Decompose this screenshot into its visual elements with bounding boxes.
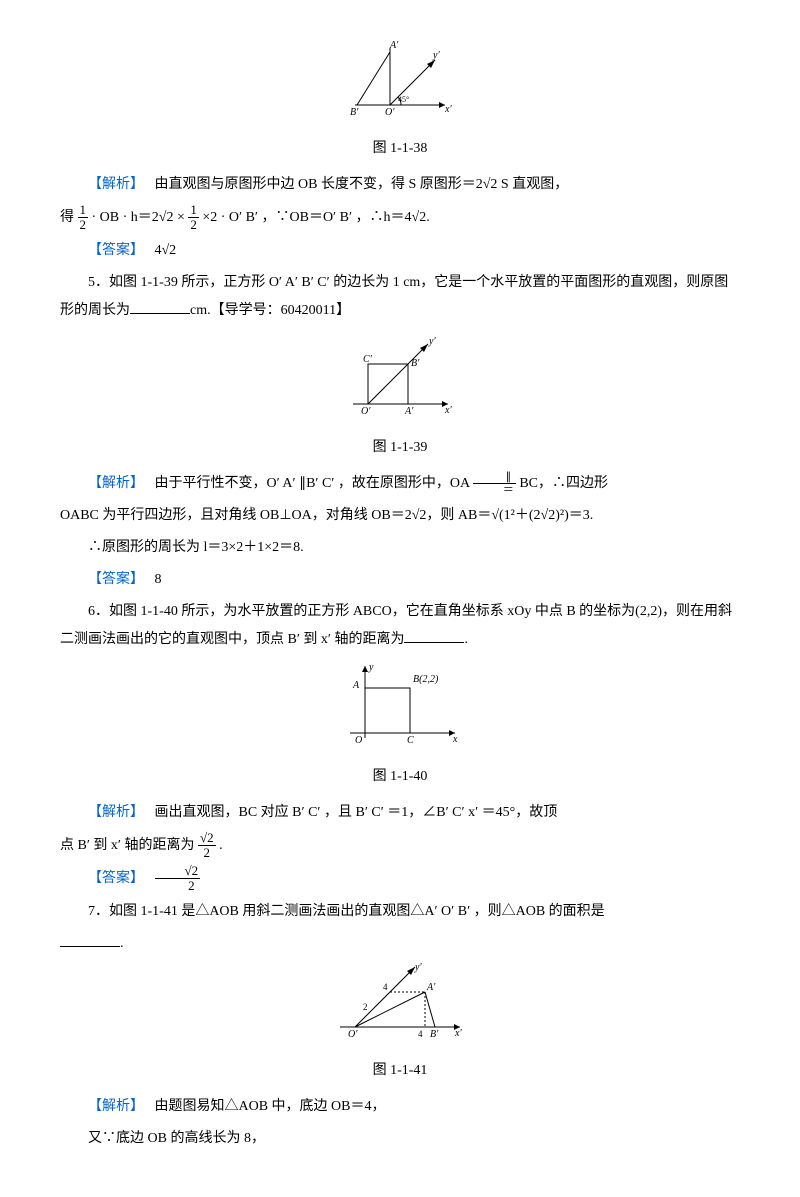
svg-text:4: 4	[383, 982, 388, 992]
p4-l2-m2: ×2 · O′ B′ ，∵OB＝O′ B′ ，∴h＝4√2.	[202, 210, 429, 225]
fig40-svg: A B(2,2) O C x y	[335, 658, 465, 748]
frac-1-2a: 12	[78, 203, 89, 233]
p4-answer-text: 4√2	[155, 243, 177, 258]
p5-analysis-l3: ∴原图形的周长为 l＝3×2＋1×2＝8.	[60, 534, 740, 562]
p6-text2: .	[464, 632, 468, 647]
p5-text2: cm.【导学号：60420011】	[190, 303, 350, 318]
p6-answer: 【答案】 √22	[60, 864, 740, 894]
svg-text:B′: B′	[350, 107, 359, 118]
fig41-svg: O′ B′ A′ x′ y′ 2 4 4	[330, 962, 470, 1042]
analysis-label: 【解析】	[88, 476, 137, 491]
p7sol-t1: 由题图易知△AOB 中，底边 OB＝4，	[155, 1099, 386, 1114]
svg-text:C: C	[407, 735, 414, 746]
svg-text:B′: B′	[411, 358, 420, 369]
p5sol-t2: OABC 为平行四边形，且对角线 OB⊥OA，对角线 OB＝2√2，则 AB＝√…	[60, 508, 593, 523]
analysis-label: 【解析】	[88, 177, 137, 192]
figure-1-1-38: A′ B′ O′ x′ y′ 45°	[60, 40, 740, 131]
p6sol-l2-pre: 点 B′ 到 x′ 轴的距离为	[60, 838, 194, 853]
p7-analysis-l1: 【解析】 由题图易知△AOB 中，底边 OB＝4，	[60, 1093, 740, 1121]
svg-text:A′: A′	[389, 40, 399, 51]
p6-label: 6．	[88, 604, 109, 619]
p5sol-t1: 由于平行性不变，O′ A′ ∥B′ C′ ，故在原图形中，OA	[155, 476, 470, 491]
p6-analysis-l1: 【解析】 画出直观图，BC 对应 B′ C′ ，且 B′ C′ ＝1，∠B′ C…	[60, 799, 740, 827]
p4-l2-pre: 得	[60, 210, 74, 225]
p5sol-t1b: BC，∴四边形	[519, 476, 608, 491]
p5-blank	[130, 299, 190, 314]
svg-text:y′: y′	[432, 50, 440, 61]
answer-label: 【答案】	[88, 871, 137, 886]
svg-text:4: 4	[418, 1029, 423, 1039]
p6-text1: 如图 1-1-40 所示，为水平放置的正方形 ABCO，它在直角坐标系 xOy …	[60, 604, 732, 647]
svg-text:O′: O′	[385, 107, 395, 118]
fig39-svg: C′ B′ O′ A′ x′ y′	[343, 329, 458, 419]
figure-1-1-39: C′ B′ O′ A′ x′ y′	[60, 329, 740, 430]
analysis-label: 【解析】	[88, 1099, 137, 1114]
p4-line2: 得 12 · OB · h＝2√2 × 12 ×2 · O′ B′ ，∵OB＝O…	[60, 203, 740, 233]
svg-text:O′: O′	[348, 1029, 358, 1040]
svg-text:x′: x′	[444, 104, 452, 115]
frac-sqrt2-2b: √22	[155, 864, 201, 894]
svg-text:x′: x′	[444, 405, 452, 416]
svg-text:B(2,2): B(2,2)	[413, 674, 439, 685]
p4-answer: 【答案】 4√2	[60, 237, 740, 265]
p7-text1: 如图 1-1-41 是△AOB 用斜二测画法画出的直观图△A′ O′ B′ ，则…	[109, 904, 605, 919]
svg-text:y: y	[368, 662, 374, 673]
fig40-caption: 图 1-1-40	[60, 763, 740, 791]
fig39-caption: 图 1-1-39	[60, 434, 740, 462]
fig38-svg: A′ B′ O′ x′ y′ 45°	[345, 40, 455, 120]
svg-text:A: A	[352, 680, 360, 691]
parallel-equal: ∥＝	[473, 471, 516, 496]
p6-question: 6．如图 1-1-40 所示，为水平放置的正方形 ABCO，它在直角坐标系 xO…	[60, 598, 740, 654]
p7-blank	[60, 932, 120, 947]
p7-question-l2: .	[60, 930, 740, 958]
fig41-caption: 图 1-1-41	[60, 1057, 740, 1085]
p7-analysis-l2: 又∵底边 OB 的高线长为 8，	[60, 1125, 740, 1153]
fig38-caption: 图 1-1-38	[60, 135, 740, 163]
p4-l2-m1: · OB · h＝2√2 ×	[92, 210, 185, 225]
p7-text2: .	[120, 936, 124, 951]
answer-label: 【答案】	[88, 243, 137, 258]
p7-question: 7．如图 1-1-41 是△AOB 用斜二测画法画出的直观图△A′ O′ B′ …	[60, 898, 740, 926]
p5-answer: 【答案】 8	[60, 566, 740, 594]
analysis-label: 【解析】	[88, 805, 137, 820]
p6sol-t1: 画出直观图，BC 对应 B′ C′ ，且 B′ C′ ＝1，∠B′ C′ x′ …	[155, 805, 558, 820]
svg-text:y′: y′	[428, 336, 436, 347]
svg-text:A′: A′	[404, 406, 414, 417]
frac-1-2b: 12	[188, 203, 199, 233]
frac-sqrt2-2a: √22	[198, 831, 216, 861]
answer-label: 【答案】	[88, 572, 137, 587]
figure-1-1-40: A B(2,2) O C x y	[60, 658, 740, 759]
p7-label: 7．	[88, 904, 109, 919]
svg-text:A′: A′	[426, 982, 436, 993]
svg-text:B′: B′	[430, 1029, 439, 1040]
p5-question: 5．如图 1-1-39 所示，正方形 O′ A′ B′ C′ 的边长为 1 cm…	[60, 269, 740, 325]
svg-text:2: 2	[363, 1002, 368, 1012]
p5-label: 5．	[88, 275, 109, 290]
p6-analysis-l2: 点 B′ 到 x′ 轴的距离为 √22 .	[60, 831, 740, 861]
figure-1-1-41: O′ B′ A′ x′ y′ 2 4 4	[60, 962, 740, 1053]
p5-answer-text: 8	[155, 572, 162, 587]
svg-text:C′: C′	[363, 354, 373, 365]
svg-text:O: O	[355, 735, 362, 746]
svg-text:x′: x′	[454, 1028, 462, 1039]
svg-text:O′: O′	[361, 406, 371, 417]
svg-text:45°: 45°	[398, 95, 409, 104]
p6-blank	[404, 628, 464, 643]
svg-text:y′: y′	[414, 962, 422, 973]
p4-analysis: 【解析】 由直观图与原图形中边 OB 长度不变，得 S 原图形＝2√2 S 直观…	[60, 171, 740, 199]
p5-analysis-l2: OABC 为平行四边形，且对角线 OB⊥OA，对角线 OB＝2√2，则 AB＝√…	[60, 502, 740, 530]
p4-analysis-text: 由直观图与原图形中边 OB 长度不变，得 S 原图形＝2√2 S 直观图，	[155, 177, 569, 192]
p6sol-l2-post: .	[219, 838, 223, 853]
svg-text:x: x	[452, 734, 458, 745]
p5-analysis-l1: 【解析】 由于平行性不变，O′ A′ ∥B′ C′ ，故在原图形中，OA ∥＝ …	[60, 470, 740, 498]
